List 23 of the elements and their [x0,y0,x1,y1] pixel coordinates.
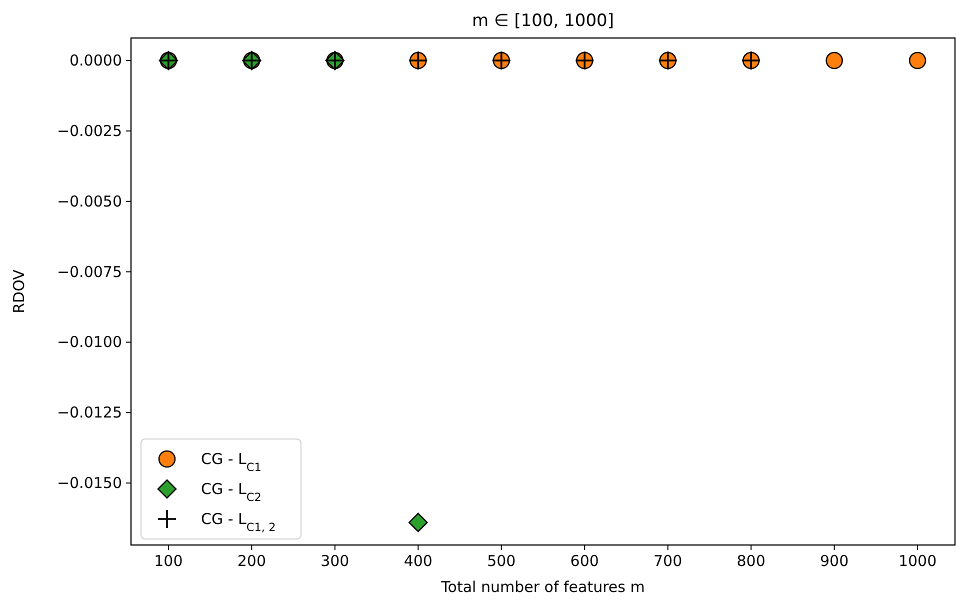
x-tick-label: 400 [404,552,432,570]
x-tick-label: 500 [487,552,516,570]
x-tick-label: 700 [654,552,682,570]
y-tick-label: −0.0100 [56,333,122,352]
x-tick-label: 900 [820,552,849,570]
x-tick-label: 800 [736,552,766,570]
y-axis-title: RDOV [10,268,28,314]
y-tick-label: −0.0125 [56,404,122,422]
y-tick-label: −0.0150 [56,474,122,492]
x-tick-label: 200 [237,552,266,570]
x-tick-label: 300 [320,552,350,570]
chart-title: m ∈ [100, 1000] [472,11,614,31]
y-tick-label: −0.0075 [56,262,122,281]
x-tick-label: 600 [570,552,599,570]
legend-label: CG - L$_{C1, 2}$ [201,510,276,534]
y-tick-label: −0.0025 [56,122,122,140]
legend-label: CG - L$_{C2}$ [201,480,262,504]
x-tick-label: 1000 [898,552,937,570]
y-tick-label: −0.0050 [56,192,122,210]
x-tick-label: 100 [154,552,183,570]
x-axis-title: Total number of features m [440,578,645,596]
legend-label: CG - L$_{C1}$ [201,450,262,474]
y-tick-label: 0.0000 [70,52,122,70]
